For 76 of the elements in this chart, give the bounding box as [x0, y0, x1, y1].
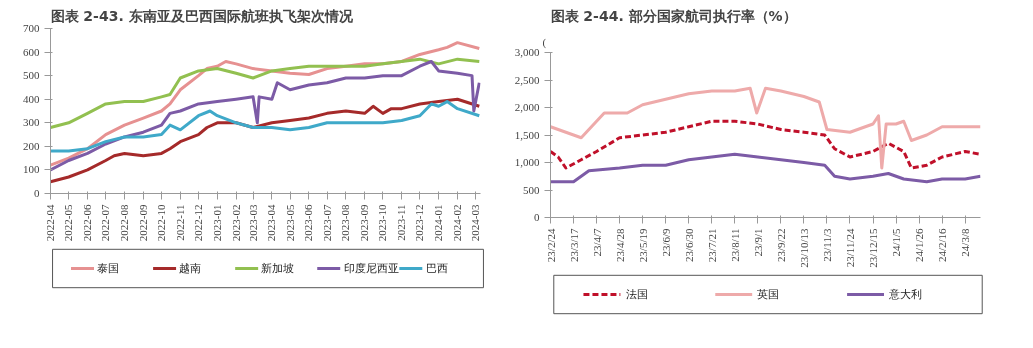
text: ( — [542, 35, 547, 49]
legend-label: 泰国 — [97, 262, 120, 275]
x-tick-label: 23/6/9 — [659, 228, 672, 257]
x-tick-label: 2022-11 — [173, 204, 186, 241]
x-tick-label: 2024-01 — [432, 204, 445, 242]
y-tick-label: 500 — [23, 69, 40, 82]
legend-label: 越南 — [179, 262, 202, 275]
x-tick-label: 2023-03 — [246, 204, 259, 242]
y-tick-label: 100 — [23, 163, 40, 176]
x-tick-label: 23/12/15 — [867, 228, 879, 268]
x-tick-label: 2024-03 — [468, 204, 481, 242]
x-tick-label: 2023-11 — [395, 204, 408, 241]
x-tick-label: 23/8/11 — [728, 228, 741, 262]
legend-label: 英国 — [757, 288, 780, 301]
x-tick-label: 23/3/17 — [567, 228, 580, 263]
y-tick-label: 600 — [23, 45, 40, 58]
x-tick-label: 2022-10 — [154, 204, 167, 242]
line-series — [550, 119, 981, 170]
y-tick-label: 300 — [23, 116, 40, 129]
x-tick-label: 2023-09 — [358, 204, 371, 242]
line-series — [550, 152, 981, 184]
x-tick-label: 2022-07 — [99, 204, 112, 242]
x-tick-label: 23/4/28 — [613, 228, 626, 263]
x-tick-label: 23/7/21 — [705, 228, 718, 263]
y-tick-label: 2,000 — [514, 101, 540, 113]
x-tick-label: 23/10/13 — [797, 228, 810, 268]
line-series — [50, 57, 481, 129]
y-tick-label: 3,000 — [514, 46, 540, 58]
x-tick-label: 2023-01 — [210, 204, 223, 242]
legend-label: 意大利 — [888, 288, 923, 301]
x-tick-label: 2022-05 — [62, 204, 75, 242]
x-tick-label: 2023-02 — [229, 204, 242, 242]
x-tick-label: 2022-08 — [117, 204, 130, 242]
y-tick-label: 700 — [23, 22, 40, 34]
x-tick-label: 23/9/22 — [774, 228, 787, 263]
y-tick-label: 1,500 — [514, 128, 540, 141]
line-series — [50, 60, 481, 172]
x-tick-label: 2022-12 — [191, 204, 204, 242]
chart-title: 图表 2-44. 部分国家航司执行率（%） — [550, 7, 797, 24]
x-tick-label: 2023-08 — [339, 204, 352, 242]
y-tick-label: 1,000 — [514, 156, 540, 168]
y-tick-label: 400 — [23, 92, 40, 105]
line-series — [50, 97, 481, 184]
x-tick-label: 2022-04 — [44, 204, 56, 242]
x-tick-label: 2022-06 — [81, 204, 93, 242]
legend-label: 新加坡 — [261, 262, 295, 275]
x-tick-label: 23/4/7 — [590, 228, 603, 257]
x-tick-label: 2022-09 — [136, 204, 149, 242]
y-tick-label: 200 — [23, 139, 40, 152]
legend-label: 巴西 — [425, 262, 448, 275]
x-tick-label: 23/6/30 — [682, 228, 695, 263]
x-tick-label: 2024-02 — [450, 204, 463, 242]
y-tick-label: 0 — [34, 187, 40, 199]
x-tick-label: 24/2/16 — [936, 228, 949, 263]
legend-label: 法国 — [625, 288, 648, 301]
x-tick-label: 23/11/24 — [843, 228, 856, 268]
x-tick-label: 24/1/5 — [890, 228, 903, 257]
x-tick-label: 2023-06 — [302, 204, 315, 242]
x-tick-label: 2023-07 — [320, 204, 333, 242]
y-tick-label: 0 — [534, 211, 540, 223]
x-tick-label: 2023-12 — [413, 204, 426, 242]
x-tick-label: 2023-05 — [283, 204, 296, 242]
y-tick-label: 2,500 — [514, 73, 540, 86]
x-tick-label: 2023-10 — [376, 204, 389, 242]
y-tick-label: 500 — [523, 183, 540, 196]
x-tick-label: 23/5/19 — [636, 228, 649, 263]
x-tick-label: 23/11/3 — [820, 228, 833, 262]
x-tick-label: 23/9/1 — [751, 228, 764, 257]
chart-title: 图表 2-43. 东南亚及巴西国际航班执飞架次情况 — [50, 7, 354, 24]
x-tick-label: 24/3/8 — [959, 228, 972, 257]
x-tick-label: 2023-04 — [265, 204, 278, 242]
legend-label: 印度尼西亚 — [343, 262, 399, 275]
x-tick-label: 24/1/26 — [913, 228, 926, 263]
x-tick-label: 23/2/24 — [544, 228, 557, 263]
line-series — [550, 86, 981, 170]
line-series — [50, 100, 481, 153]
